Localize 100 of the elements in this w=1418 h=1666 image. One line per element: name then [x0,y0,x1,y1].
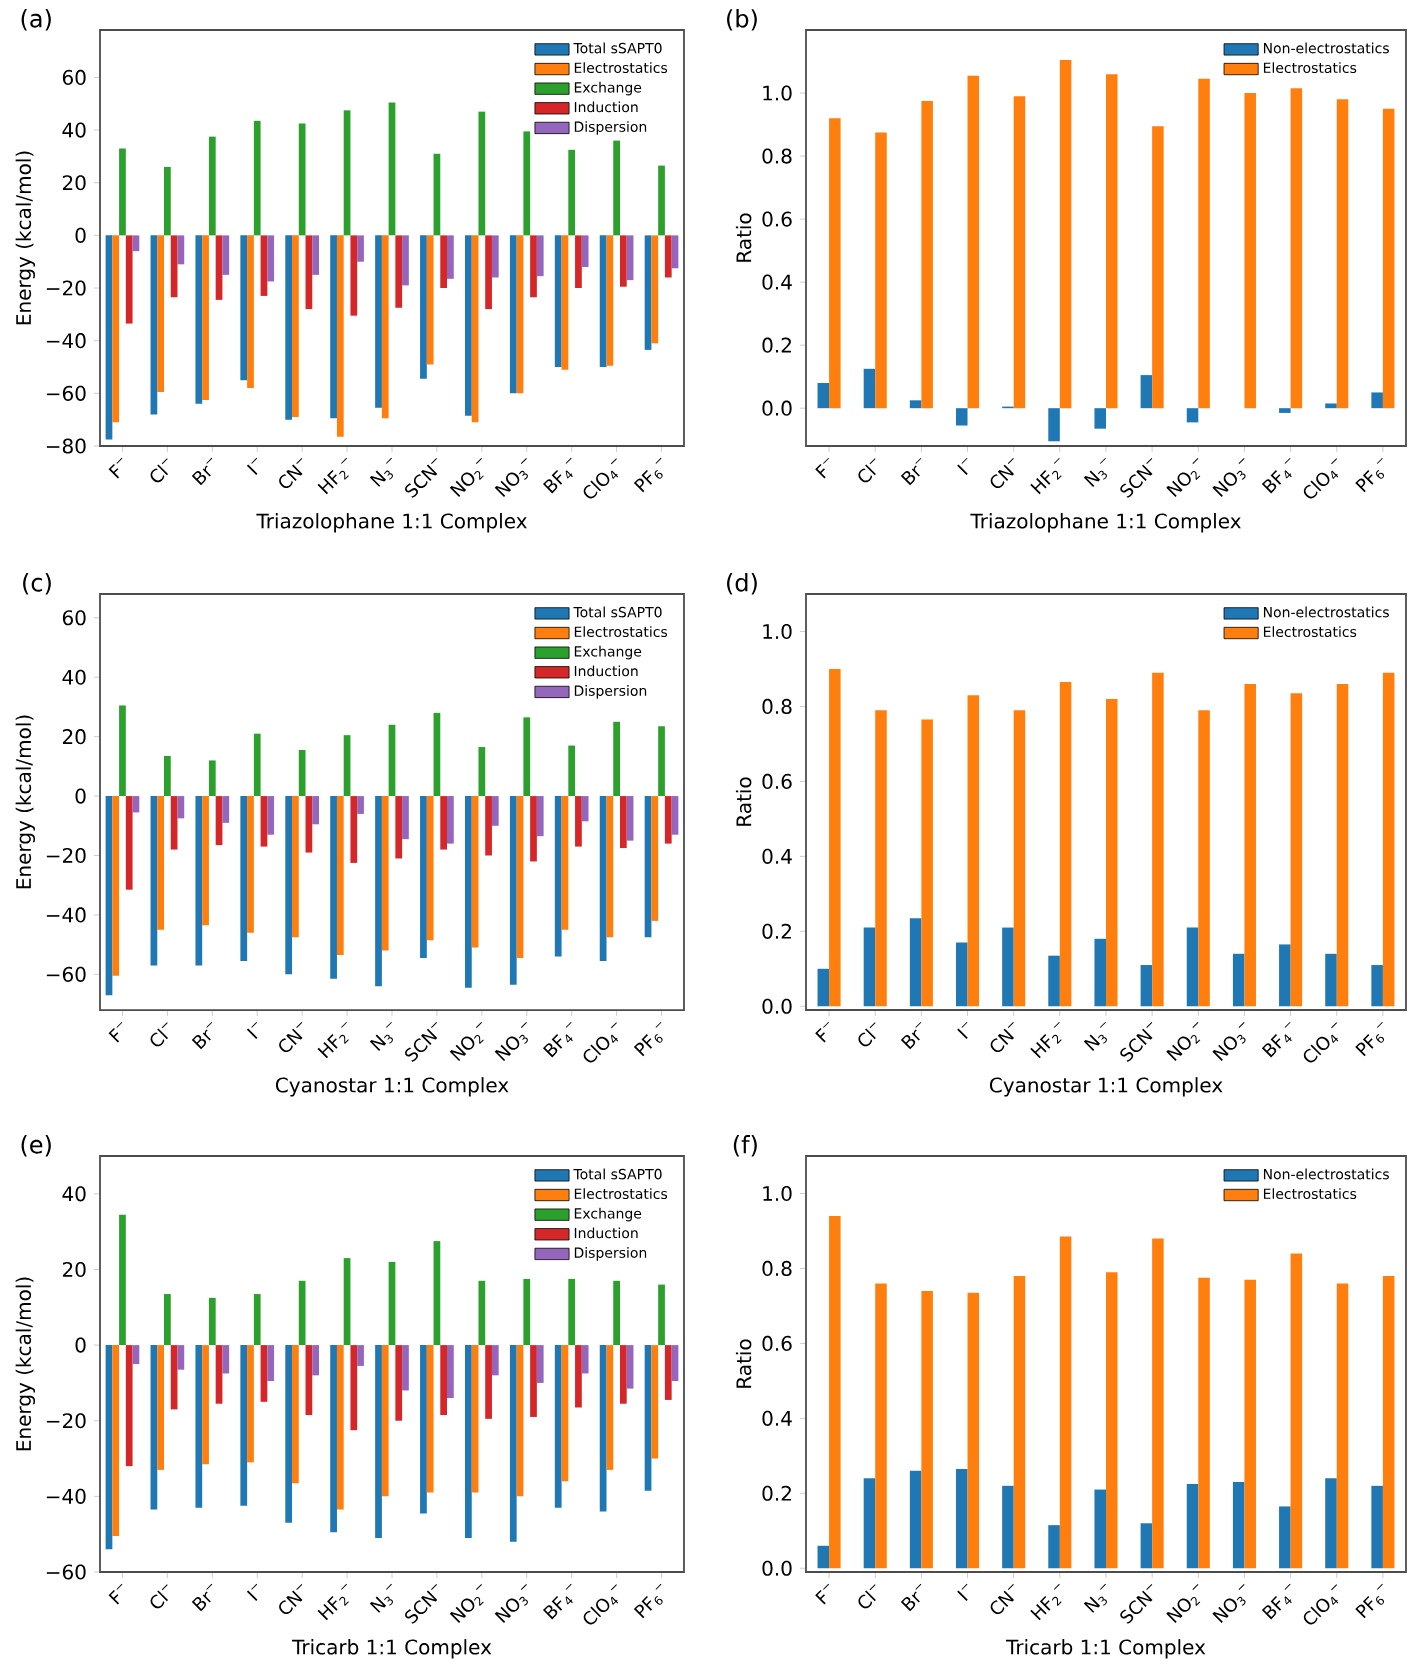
y-axis-title: Ratio [735,213,752,262]
bar [350,796,358,863]
y-tick-label: 0.2 [762,923,791,939]
bar [1105,74,1118,409]
bar [222,1345,230,1374]
bar [285,235,293,420]
bar [292,1345,299,1484]
bar [1105,698,1118,1007]
bar [447,796,454,844]
bar [336,235,344,437]
bar [658,1284,665,1346]
bar [523,1278,531,1346]
bar [464,796,472,988]
bar [177,1345,185,1370]
bar [298,1280,306,1346]
bar [447,1345,454,1399]
y-tick-label: 0.6 [762,211,792,227]
y-tick-label: 0 [75,788,86,804]
bar [606,1345,614,1470]
bar [157,1345,165,1470]
x-axis-title: Cyanostar 1:1 Complex [989,1077,1223,1097]
bar [202,1345,209,1465]
bar [420,1345,427,1514]
bar [208,136,216,236]
bar [875,710,887,1007]
bar [536,235,544,277]
x-axis-title: Tricarb 1:1 Complex [1006,1639,1206,1659]
bar [909,1470,922,1569]
y-tick-label: −40 [46,1488,86,1504]
x-tick-label: I$^{−}$ [246,1583,258,1601]
bar [619,235,627,287]
bar [357,1345,364,1366]
bar [208,1297,216,1346]
bar [298,750,306,797]
bar [292,796,299,938]
bar [817,1545,830,1569]
bar [1325,1478,1337,1569]
bar [292,235,299,418]
bar [215,1345,223,1404]
bar [202,796,209,926]
bar [330,235,337,419]
bar [125,796,133,890]
bar [829,1215,841,1569]
bar [112,1345,120,1537]
bar [336,1345,344,1510]
bar [1336,683,1349,1007]
bar [1094,938,1106,1007]
bar [491,796,499,826]
bar [561,235,569,370]
bar [119,148,126,236]
bar [921,100,933,409]
bar [955,942,968,1007]
bar [395,235,403,308]
bar [921,1290,933,1569]
bar [125,235,133,324]
bar [530,796,537,862]
bar [491,235,499,278]
bar [1382,672,1395,1007]
x-axis-title: Triazolophane 1:1 Complex [970,513,1241,533]
bar [112,235,120,423]
bar [875,132,887,409]
bar [554,235,562,368]
bar [967,75,980,409]
bar [195,1345,203,1508]
bar [1371,1485,1383,1569]
bar [1152,672,1164,1007]
y-tick-label: −20 [46,280,86,296]
x-tick-label: Br$^{−}$ [900,457,922,486]
bar [1336,99,1349,409]
x-tick-label: F$^{−}$ [815,1021,830,1043]
bar [575,235,582,289]
bar [530,1345,537,1417]
x-tick-label: CN$^{−}$ [279,1022,303,1053]
bar [285,1345,293,1523]
bar [478,111,486,236]
y-tick-label: −60 [46,385,86,401]
bar [267,235,275,282]
bar [426,1345,434,1493]
bar [132,1345,140,1364]
x-tick-label: CN$^{−}$ [990,1584,1015,1615]
y-tick-label: 20 [62,729,86,745]
bar [829,118,841,409]
bar [164,166,171,236]
x-tick-label: Br$^{−}$ [191,457,213,486]
bar [440,235,448,289]
y-tick-label: 1.0 [763,623,792,640]
y-tick-label: 20 [62,175,86,191]
bar [817,968,830,1007]
x-tick-label: Br$^{−}$ [900,1021,922,1050]
bar [157,796,165,930]
y-tick-label: −40 [46,333,86,349]
chart-title: (a) [21,9,51,31]
bar [1382,108,1395,409]
y-tick-label: 40 [62,1186,86,1202]
bar [817,382,830,409]
x-tick-label: CN$^{−}$ [990,458,1015,489]
bar [312,796,319,825]
bar [402,1345,409,1391]
bar [381,1345,389,1497]
bar [1371,392,1383,409]
